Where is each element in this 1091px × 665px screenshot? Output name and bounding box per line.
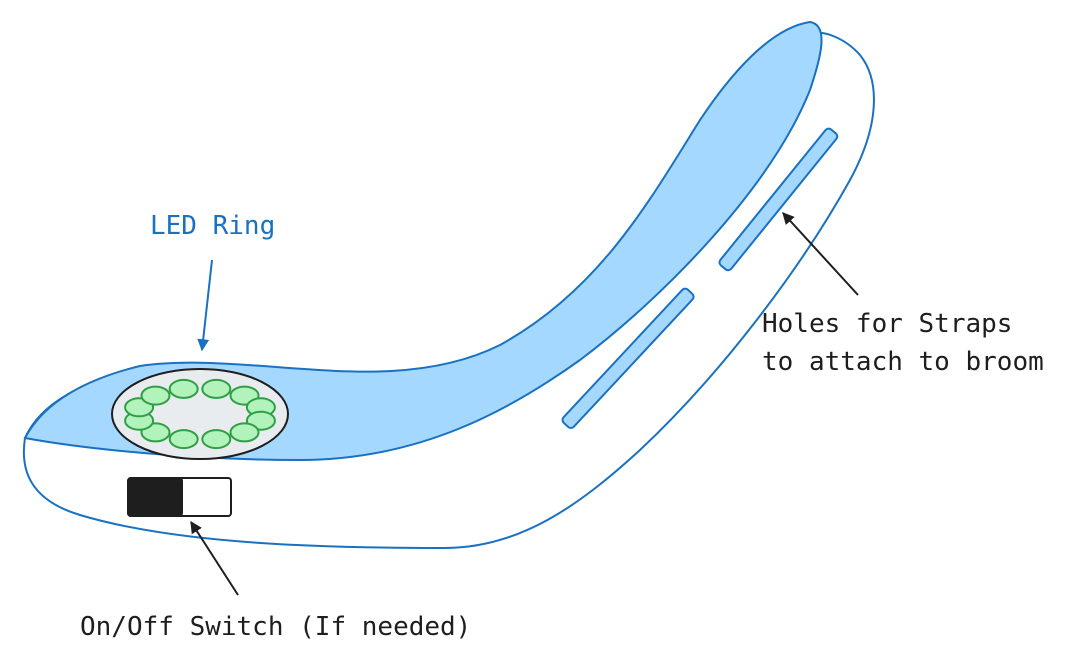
led-1 <box>201 378 232 399</box>
led-12 <box>168 378 199 399</box>
on-off-switch <box>127 477 232 517</box>
led-ring-label: LED Ring <box>150 211 275 241</box>
holes-label-line1: Holes for Straps <box>762 309 1012 339</box>
switch-arrow <box>190 520 239 596</box>
strap-hole-upper <box>718 127 839 272</box>
led-ring-arrow <box>197 259 213 352</box>
led-6 <box>201 429 232 450</box>
switch-label: On/Off Switch (If needed) <box>80 612 471 642</box>
device-top-surface <box>23 20 823 462</box>
led-5 <box>229 422 260 443</box>
strap-hole-lower <box>561 287 695 430</box>
led-11 <box>140 385 171 406</box>
switch-toggle <box>127 477 183 517</box>
holes-label-line2: to attach to broom <box>762 347 1044 377</box>
led-ring <box>124 378 276 450</box>
led-7 <box>168 429 199 450</box>
holes-arrow <box>782 212 859 296</box>
